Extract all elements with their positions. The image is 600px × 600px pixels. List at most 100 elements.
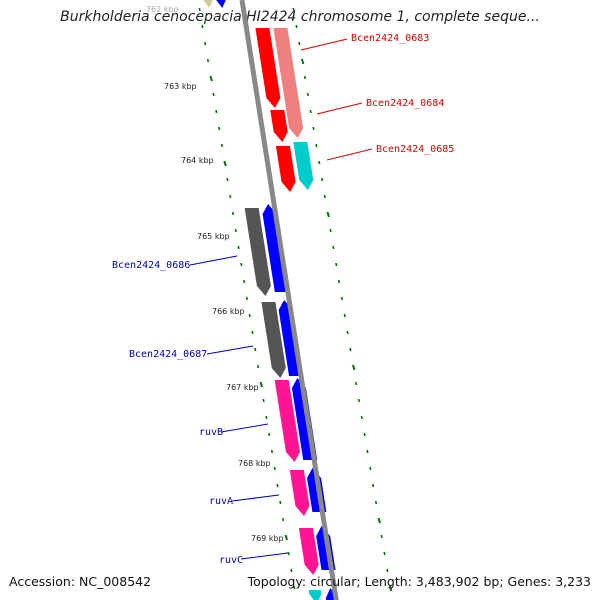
tick-mark — [360, 415, 363, 420]
label-leader-lines — [189, 38, 373, 560]
gene-label-ruvb[interactable]: ruvB — [199, 427, 223, 438]
tick-mark — [223, 160, 227, 167]
tick-mark — [300, 58, 305, 65]
tick-mark — [320, 177, 324, 182]
tick-mark — [270, 449, 274, 454]
tick-mark — [369, 466, 372, 471]
leader-line — [300, 38, 348, 51]
tick-mark — [226, 177, 229, 182]
chromosome-backbone — [239, 0, 339, 600]
kbp-label: 768 kbp — [238, 459, 271, 468]
tick-mark — [218, 126, 221, 131]
gene-features[interactable] — [201, 0, 339, 600]
tick-mark — [237, 245, 240, 250]
tick-mark — [234, 228, 237, 233]
tick-mark — [231, 211, 235, 216]
gene-arrow — [203, 0, 213, 8]
gene-label-bcen2424-0687[interactable]: Bcen2424_0687 — [129, 349, 207, 360]
leader-line — [189, 255, 238, 266]
tick-mark — [366, 449, 369, 454]
tick-mark — [303, 75, 307, 80]
tick-mark — [254, 347, 257, 352]
tick-mark — [201, 24, 204, 29]
gene-labels[interactable]: Bcen2424_0683 Bcen2424_0684 Bcen2424_068… — [112, 33, 454, 566]
tick-mark — [372, 483, 375, 488]
topology-summary: Topology: circular; Length: 3,483,902 bp… — [247, 574, 591, 589]
leader-line — [316, 102, 363, 115]
gene-label-bcen2424-0685[interactable]: Bcen2424_0685 — [376, 144, 454, 155]
gene-label-bcen2424-0683[interactable]: Bcen2424_0683 — [351, 33, 429, 44]
gene-label-bcen2424-0684[interactable]: Bcen2424_0684 — [366, 98, 444, 109]
kbp-label: 769 kbp — [251, 534, 284, 543]
tick-mark — [380, 534, 383, 539]
tick-mark — [363, 432, 366, 437]
outer-tick-track — [292, 7, 393, 592]
tick-mark — [343, 313, 346, 318]
gene-arrow — [270, 110, 288, 142]
tick-mark — [293, 585, 296, 590]
tick-mark — [265, 415, 268, 420]
tick-mark — [386, 568, 389, 573]
tick-mark — [377, 517, 381, 524]
tick-mark — [323, 194, 326, 199]
tick-mark — [212, 92, 215, 97]
gene-arrow — [298, 528, 319, 575]
tick-mark — [256, 364, 260, 369]
kbp-labels: 762 kbp 763 kbp 764 kbp 765 kbp 766 kbp … — [146, 5, 284, 543]
gene-arrow — [216, 0, 226, 8]
tick-mark — [374, 500, 378, 505]
kbp-label: 766 kbp — [212, 307, 245, 316]
inner-tick-track — [198, 7, 296, 590]
gene-arrow — [273, 28, 304, 138]
tick-mark — [281, 517, 285, 522]
tick-mark — [276, 483, 279, 488]
kbp-label: 763 kbp — [164, 82, 197, 91]
gene-arrow — [308, 590, 322, 600]
gene-arrow — [293, 142, 314, 190]
tick-mark — [340, 296, 343, 301]
tick-mark — [335, 262, 338, 267]
tick-mark — [204, 41, 207, 46]
tick-mark — [290, 568, 293, 573]
tick-mark — [351, 364, 356, 371]
tick-mark — [206, 58, 210, 63]
gene-arrow — [274, 380, 300, 462]
tick-mark — [240, 262, 243, 267]
tick-mark — [284, 534, 289, 541]
gene-label-bcen2424-0686[interactable]: Bcen2424_0686 — [112, 260, 190, 271]
tick-mark — [309, 109, 312, 114]
gene-arrow — [275, 146, 296, 192]
tick-mark — [292, 7, 295, 12]
tick-mark — [315, 143, 318, 148]
kbp-label: 765 kbp — [197, 232, 230, 241]
gene-arrow — [289, 470, 310, 516]
tick-mark — [243, 279, 246, 284]
tick-mark — [220, 143, 223, 148]
tick-mark — [259, 381, 263, 388]
tick-mark — [268, 432, 271, 437]
gene-arrow — [255, 28, 281, 108]
tick-mark — [251, 330, 254, 335]
tick-mark — [318, 160, 321, 165]
tick-mark — [279, 500, 282, 505]
gene-label-ruvc[interactable]: ruvC — [219, 555, 243, 566]
tick-mark — [298, 41, 301, 46]
gene-arrow — [261, 302, 286, 378]
tick-mark — [332, 245, 335, 250]
gene-label-ruva[interactable]: ruvA — [209, 496, 233, 507]
tick-mark — [287, 551, 290, 556]
tick-mark — [355, 381, 358, 386]
tick-mark — [383, 551, 386, 556]
tick-mark — [306, 92, 309, 97]
tick-mark — [248, 313, 251, 318]
tick-mark — [198, 7, 201, 12]
accession-text: Accession: NC_008542 — [9, 574, 152, 589]
tick-mark — [346, 330, 349, 335]
tick-mark — [215, 109, 218, 114]
kbp-label: 767 kbp — [226, 383, 259, 392]
tick-mark — [295, 24, 298, 29]
tick-mark — [357, 398, 361, 403]
leader-line — [240, 552, 289, 560]
leader-line — [231, 494, 280, 502]
